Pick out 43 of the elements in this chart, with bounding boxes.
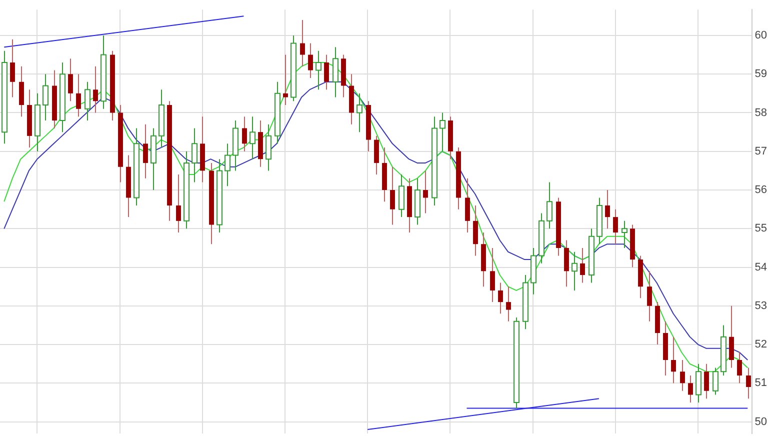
candlestick (465, 178, 470, 234)
y-tick-label: 54 (754, 261, 768, 274)
candlestick (490, 247, 495, 303)
candlestick (704, 363, 709, 400)
candlestick (671, 336, 676, 384)
y-tick-label: 52 (754, 338, 768, 351)
candlestick (10, 38, 15, 98)
candlestick (580, 247, 585, 284)
candlestick (76, 74, 81, 118)
y-tick-label: 58 (754, 106, 768, 119)
y-tick-label: 55 (754, 222, 768, 235)
y-tick-label: 50 (754, 416, 768, 428)
candlestick (613, 208, 618, 245)
y-tick-label: 53 (754, 300, 768, 312)
candlestick (283, 54, 288, 106)
candlestick (729, 305, 734, 368)
y-tick-label: 60 (754, 30, 768, 42)
candlestick (564, 240, 569, 288)
candlestick (176, 174, 181, 234)
candlestick (423, 170, 428, 214)
candlestick (143, 124, 148, 179)
y-tick-label: 57 (754, 145, 768, 158)
candlestick (374, 135, 379, 176)
candlestick (688, 374, 693, 403)
candlestick (746, 367, 751, 400)
y-tick-label: 59 (754, 68, 768, 80)
candlestick (498, 282, 503, 314)
y-tick-label: 56 (754, 184, 768, 196)
candlestick (300, 20, 305, 67)
candlestick (506, 286, 511, 322)
y-tick-label: 51 (754, 377, 768, 390)
candlestick (473, 204, 478, 256)
candlestick (680, 360, 685, 392)
candlestick (737, 352, 742, 384)
candlestick (93, 66, 98, 114)
candlestick (68, 58, 73, 102)
candlestick (242, 116, 247, 152)
candlestick (19, 66, 24, 118)
candlestick (647, 270, 652, 322)
candlestick (605, 190, 610, 230)
candlestick (324, 54, 329, 90)
candlestick (390, 166, 395, 226)
candlestick (308, 42, 313, 78)
